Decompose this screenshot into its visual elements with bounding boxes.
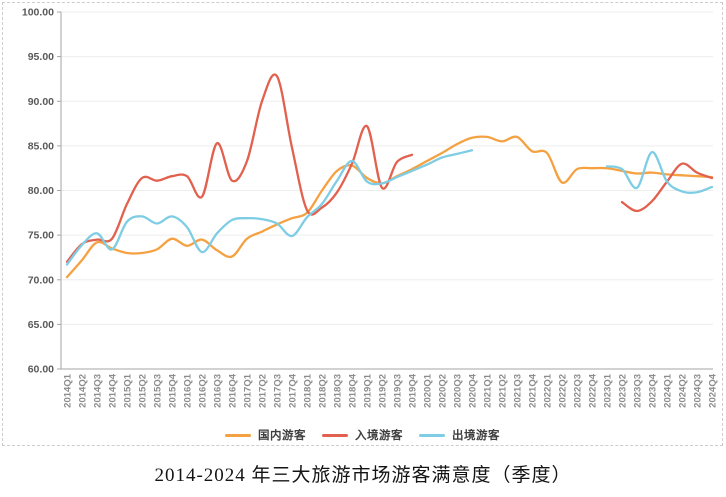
x-axis-label: 2019Q1 [363,373,374,408]
y-axis-label: 100.00 [22,7,54,19]
x-axis-label: 2020Q4 [468,373,479,408]
x-axis-label: 2019Q2 [378,374,389,408]
legend-swatch-outbound [419,433,445,437]
x-axis-label: 2021Q2 [498,374,509,408]
x-axis-label: 2023Q3 [633,374,644,408]
y-axis-label: 65.00 [28,319,54,331]
x-axis-label: 2014Q2 [78,374,89,408]
chart-title: 2014-2024 年三大旅游市场游客满意度（季度） [154,465,572,486]
legend-label-domestic: 国内游客 [258,430,306,442]
chart-legend: 国内游客 入境游客 出境游客 [3,427,722,443]
y-axis-label: 95.00 [28,51,54,63]
legend-item-inbound: 入境游客 [322,427,403,443]
series-line-domestic [65,135,714,279]
x-axis-label: 2022Q4 [588,373,599,408]
x-axis-label: 2019Q4 [408,373,419,408]
y-axis-label: 90.00 [28,96,54,108]
series-line-outbound [65,149,474,266]
x-axis-label: 2018Q1 [303,373,314,408]
x-axis-label: 2020Q3 [453,374,464,408]
y-axis-label: 75.00 [28,230,54,242]
legend-item-domestic: 国内游客 [225,427,306,443]
x-axis-label: 2023Q1 [603,373,614,408]
x-axis-label: 2015Q1 [123,373,134,408]
x-axis-label: 2023Q2 [618,374,629,408]
x-axis-label: 2015Q3 [153,374,164,408]
y-axis-label: 80.00 [28,185,54,197]
series-line-outbound [605,150,714,194]
y-axis-label: 70.00 [28,274,54,286]
x-axis-label: 2021Q3 [513,374,524,408]
x-axis-label: 2023Q4 [648,373,659,408]
x-axis-label: 2021Q1 [483,373,494,408]
x-axis-label: 2016Q4 [228,373,239,408]
x-axis-label: 2024Q3 [693,374,704,408]
x-axis-label: 2020Q2 [438,374,449,408]
x-axis-label: 2022Q2 [558,374,569,408]
y-axis-label: 85.00 [28,140,54,152]
chart-card: 100.00 95.00 90.00 85.00 80.00 75.00 70.00 65.0… [2,2,723,446]
line-chart: 100.00 95.00 90.00 85.00 80.00 75.00 70.00 65.0… [22,7,719,408]
x-axis-label: 2017Q4 [288,373,299,408]
x-axis-label: 2014Q4 [108,373,119,408]
x-axis-label: 2014Q3 [93,374,104,408]
x-axis-label: 2024Q4 [708,373,719,408]
series-line-inbound [65,73,414,264]
legend-label-inbound: 入境游客 [355,430,403,442]
x-axis-label: 2017Q2 [258,374,269,408]
x-axis-label: 2024Q2 [678,374,689,408]
x-axis-label: 2018Q3 [333,374,344,408]
x-axis-label: 2022Q1 [543,373,554,408]
x-axis-label: 2020Q1 [423,373,434,408]
x-axis-label: 2015Q4 [168,373,179,408]
legend-item-outbound: 出境游客 [419,427,500,443]
x-axis-label: 2019Q3 [393,374,404,408]
x-axis-label: 2022Q3 [573,374,584,408]
x-axis-label: 2017Q3 [273,374,284,408]
x-axis-label: 2016Q1 [183,373,194,408]
x-axis-label: 2016Q3 [213,374,224,408]
legend-label-outbound: 出境游客 [452,430,500,442]
x-axis-label: 2014Q1 [63,373,74,408]
legend-swatch-inbound [322,433,348,437]
x-axis-label: 2018Q4 [348,373,359,408]
x-axis-label: 2017Q1 [243,373,254,408]
x-axis-label: 2021Q4 [528,373,539,408]
x-axis-label: 2016Q2 [198,374,209,408]
legend-swatch-domestic [225,433,251,437]
x-axis-label: 2018Q2 [318,374,329,408]
y-axis-label: 60.00 [28,364,54,376]
x-axis-label: 2024Q1 [663,373,674,408]
x-axis-label: 2015Q2 [138,374,149,408]
